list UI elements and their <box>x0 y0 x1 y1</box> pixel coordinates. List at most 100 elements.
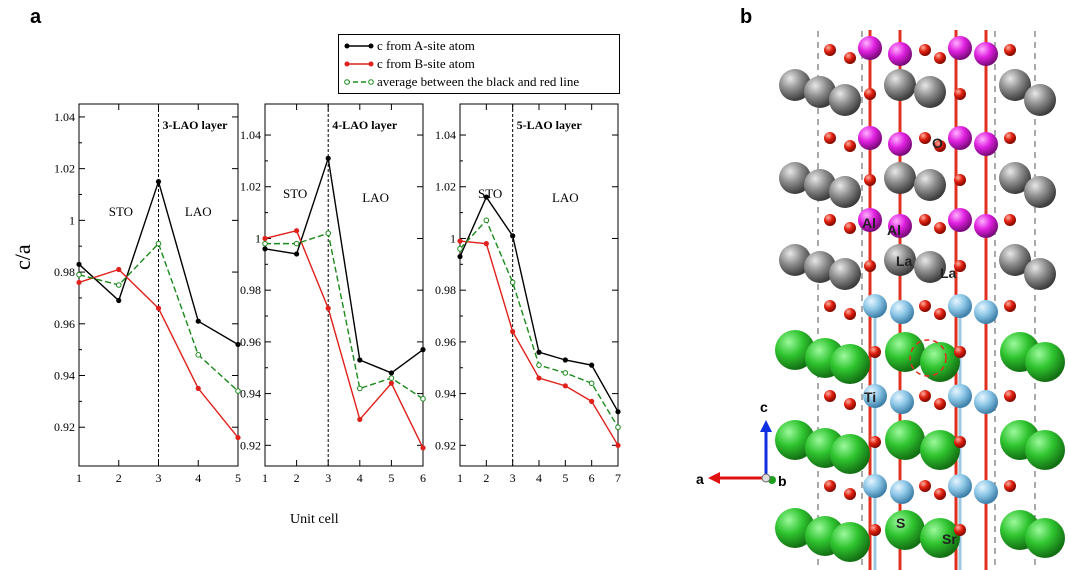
y-tick-label-0-0: 0.92 <box>54 420 75 434</box>
data-point-1-0-4 <box>388 370 394 376</box>
data-point-0-0-1 <box>116 297 122 304</box>
x-axis-label: Unit cell <box>290 512 339 527</box>
y-tick-label-1-3: 0.98 <box>240 283 261 297</box>
y-tick-label-2-3: 0.98 <box>435 283 456 297</box>
x-tick-label-1-0: 1 <box>262 471 268 485</box>
data-point-1-0-2 <box>325 155 331 161</box>
x-tick-label-2-2: 3 <box>510 471 516 485</box>
data-point-2-1-4 <box>562 383 568 389</box>
legend-label-b-site: c from B-site atom <box>377 56 475 71</box>
y-tick-label-2-2: 0.96 <box>435 335 456 349</box>
x-tick-label-1-1: 2 <box>294 471 300 485</box>
atom-label-la-1: La <box>896 253 913 269</box>
x-tick-label-1-4: 5 <box>388 471 394 485</box>
x-tick-label-1-3: 4 <box>357 471 363 485</box>
data-point-2-0-1 <box>483 194 489 200</box>
data-point-1-2-4 <box>388 375 395 381</box>
data-point-2-1-2 <box>510 328 516 335</box>
data-point-2-0-3 <box>536 349 542 355</box>
y-tick-label-0-3: 0.98 <box>54 265 75 279</box>
data-point-2-0-5 <box>589 362 595 368</box>
atom-label-al-2: Al <box>887 222 901 238</box>
data-point-0-1-3 <box>195 385 201 392</box>
x-tick-label-0-0: 1 <box>76 471 82 485</box>
y-tick-label-1-5: 1.02 <box>240 180 261 194</box>
data-point-2-1-1 <box>483 241 489 247</box>
data-point-1-1-0 <box>262 235 268 242</box>
legend-item-average: average between the black and red line <box>339 73 619 91</box>
data-point-1-0-0 <box>262 246 268 252</box>
data-point-2-1-3 <box>536 375 542 381</box>
chart-legend: c from A-site atom c from B-site atom av… <box>338 34 620 94</box>
crystal-structure-image: O Al Al La La Ti S Sr c a b <box>696 30 1065 570</box>
x-tick-label-2-0: 1 <box>457 471 463 485</box>
data-point-1-0-1 <box>294 251 300 257</box>
y-tick-label-2-6: 1.04 <box>435 128 456 142</box>
plot-frame-1 <box>264 103 424 467</box>
x-tick-label-2-5: 6 <box>589 471 595 485</box>
data-point-2-2-4 <box>562 370 569 376</box>
data-point-2-1-5 <box>589 398 595 404</box>
data-point-0-0-2 <box>155 178 162 185</box>
series-line-1-1 <box>264 229 424 449</box>
data-point-1-1-1 <box>294 228 300 234</box>
data-point-2-0-4 <box>562 357 568 363</box>
data-point-1-2-3 <box>357 385 363 392</box>
y-tick-label-2-1: 0.94 <box>435 387 456 401</box>
data-point-2-0-0 <box>457 253 463 260</box>
y-tick-label-1-6: 1.04 <box>240 128 261 142</box>
x-tick-label-2-6: 7 <box>615 471 621 485</box>
data-point-1-2-2 <box>325 230 332 237</box>
data-point-0-0-3 <box>195 318 201 324</box>
y-tick-label-0-2: 0.96 <box>54 317 75 331</box>
y-tick-label-1-4: 1 <box>255 231 261 245</box>
data-point-1-1-2 <box>325 305 331 311</box>
panel-title-0: 3-LAO layer <box>163 118 229 132</box>
data-point-1-2-0 <box>262 240 268 247</box>
data-point-1-0-5 <box>420 347 426 353</box>
axis-label-a: a <box>696 471 704 487</box>
legend-item-b-site: c from B-site atom <box>339 55 619 73</box>
legend-swatch-green-icon <box>344 79 374 85</box>
data-point-0-2-2 <box>155 240 162 247</box>
y-tick-label-2-0: 0.92 <box>435 438 456 452</box>
region-label-lao-0: LAO <box>185 204 212 219</box>
x-tick-label-0-4: 5 <box>235 471 241 485</box>
series-line-1-0 <box>264 158 424 374</box>
atom-label-sr: Sr <box>942 531 957 547</box>
panel-title-2: 5-LAO layer <box>517 118 583 132</box>
data-point-2-2-1 <box>483 217 490 224</box>
data-point-2-2-0 <box>457 246 463 252</box>
legend-swatch-black-icon <box>344 43 374 49</box>
data-point-0-1-2 <box>155 305 162 311</box>
panel-label-a: a <box>30 6 42 28</box>
data-point-0-2-3 <box>195 352 202 358</box>
x-tick-label-0-3: 4 <box>195 471 201 485</box>
atom-label-al-1: Al <box>862 215 876 231</box>
data-point-0-1-0 <box>76 279 82 286</box>
y-tick-label-0-6: 1.04 <box>54 110 75 124</box>
data-point-2-2-5 <box>588 380 595 387</box>
panel-label-b: b <box>740 6 753 28</box>
axis-label-b: b <box>778 473 787 489</box>
legend-swatch-red-icon <box>344 61 374 67</box>
data-point-0-1-1 <box>116 266 122 273</box>
data-point-1-2-1 <box>293 240 300 247</box>
x-tick-label-1-5: 6 <box>420 471 426 485</box>
axis-label-c: c <box>760 399 768 415</box>
y-tick-label-0-5: 1.02 <box>54 162 75 176</box>
series-line-0-2 <box>78 242 239 392</box>
data-point-1-2-5 <box>420 395 426 402</box>
data-point-2-0-2 <box>510 233 516 239</box>
data-point-1-1-3 <box>357 416 363 423</box>
data-point-2-2-6 <box>615 424 621 431</box>
region-label-sto-0: STO <box>109 204 133 219</box>
data-point-2-2-3 <box>536 362 542 368</box>
axes-triad-icon <box>708 420 776 484</box>
x-tick-label-2-4: 5 <box>562 471 568 485</box>
y-tick-label-1-2: 0.96 <box>240 335 261 349</box>
data-point-1-1-5 <box>420 445 426 451</box>
data-point-0-2-4 <box>235 388 241 394</box>
plot-frame-2 <box>459 103 619 467</box>
atom-label-o: O <box>932 135 943 151</box>
